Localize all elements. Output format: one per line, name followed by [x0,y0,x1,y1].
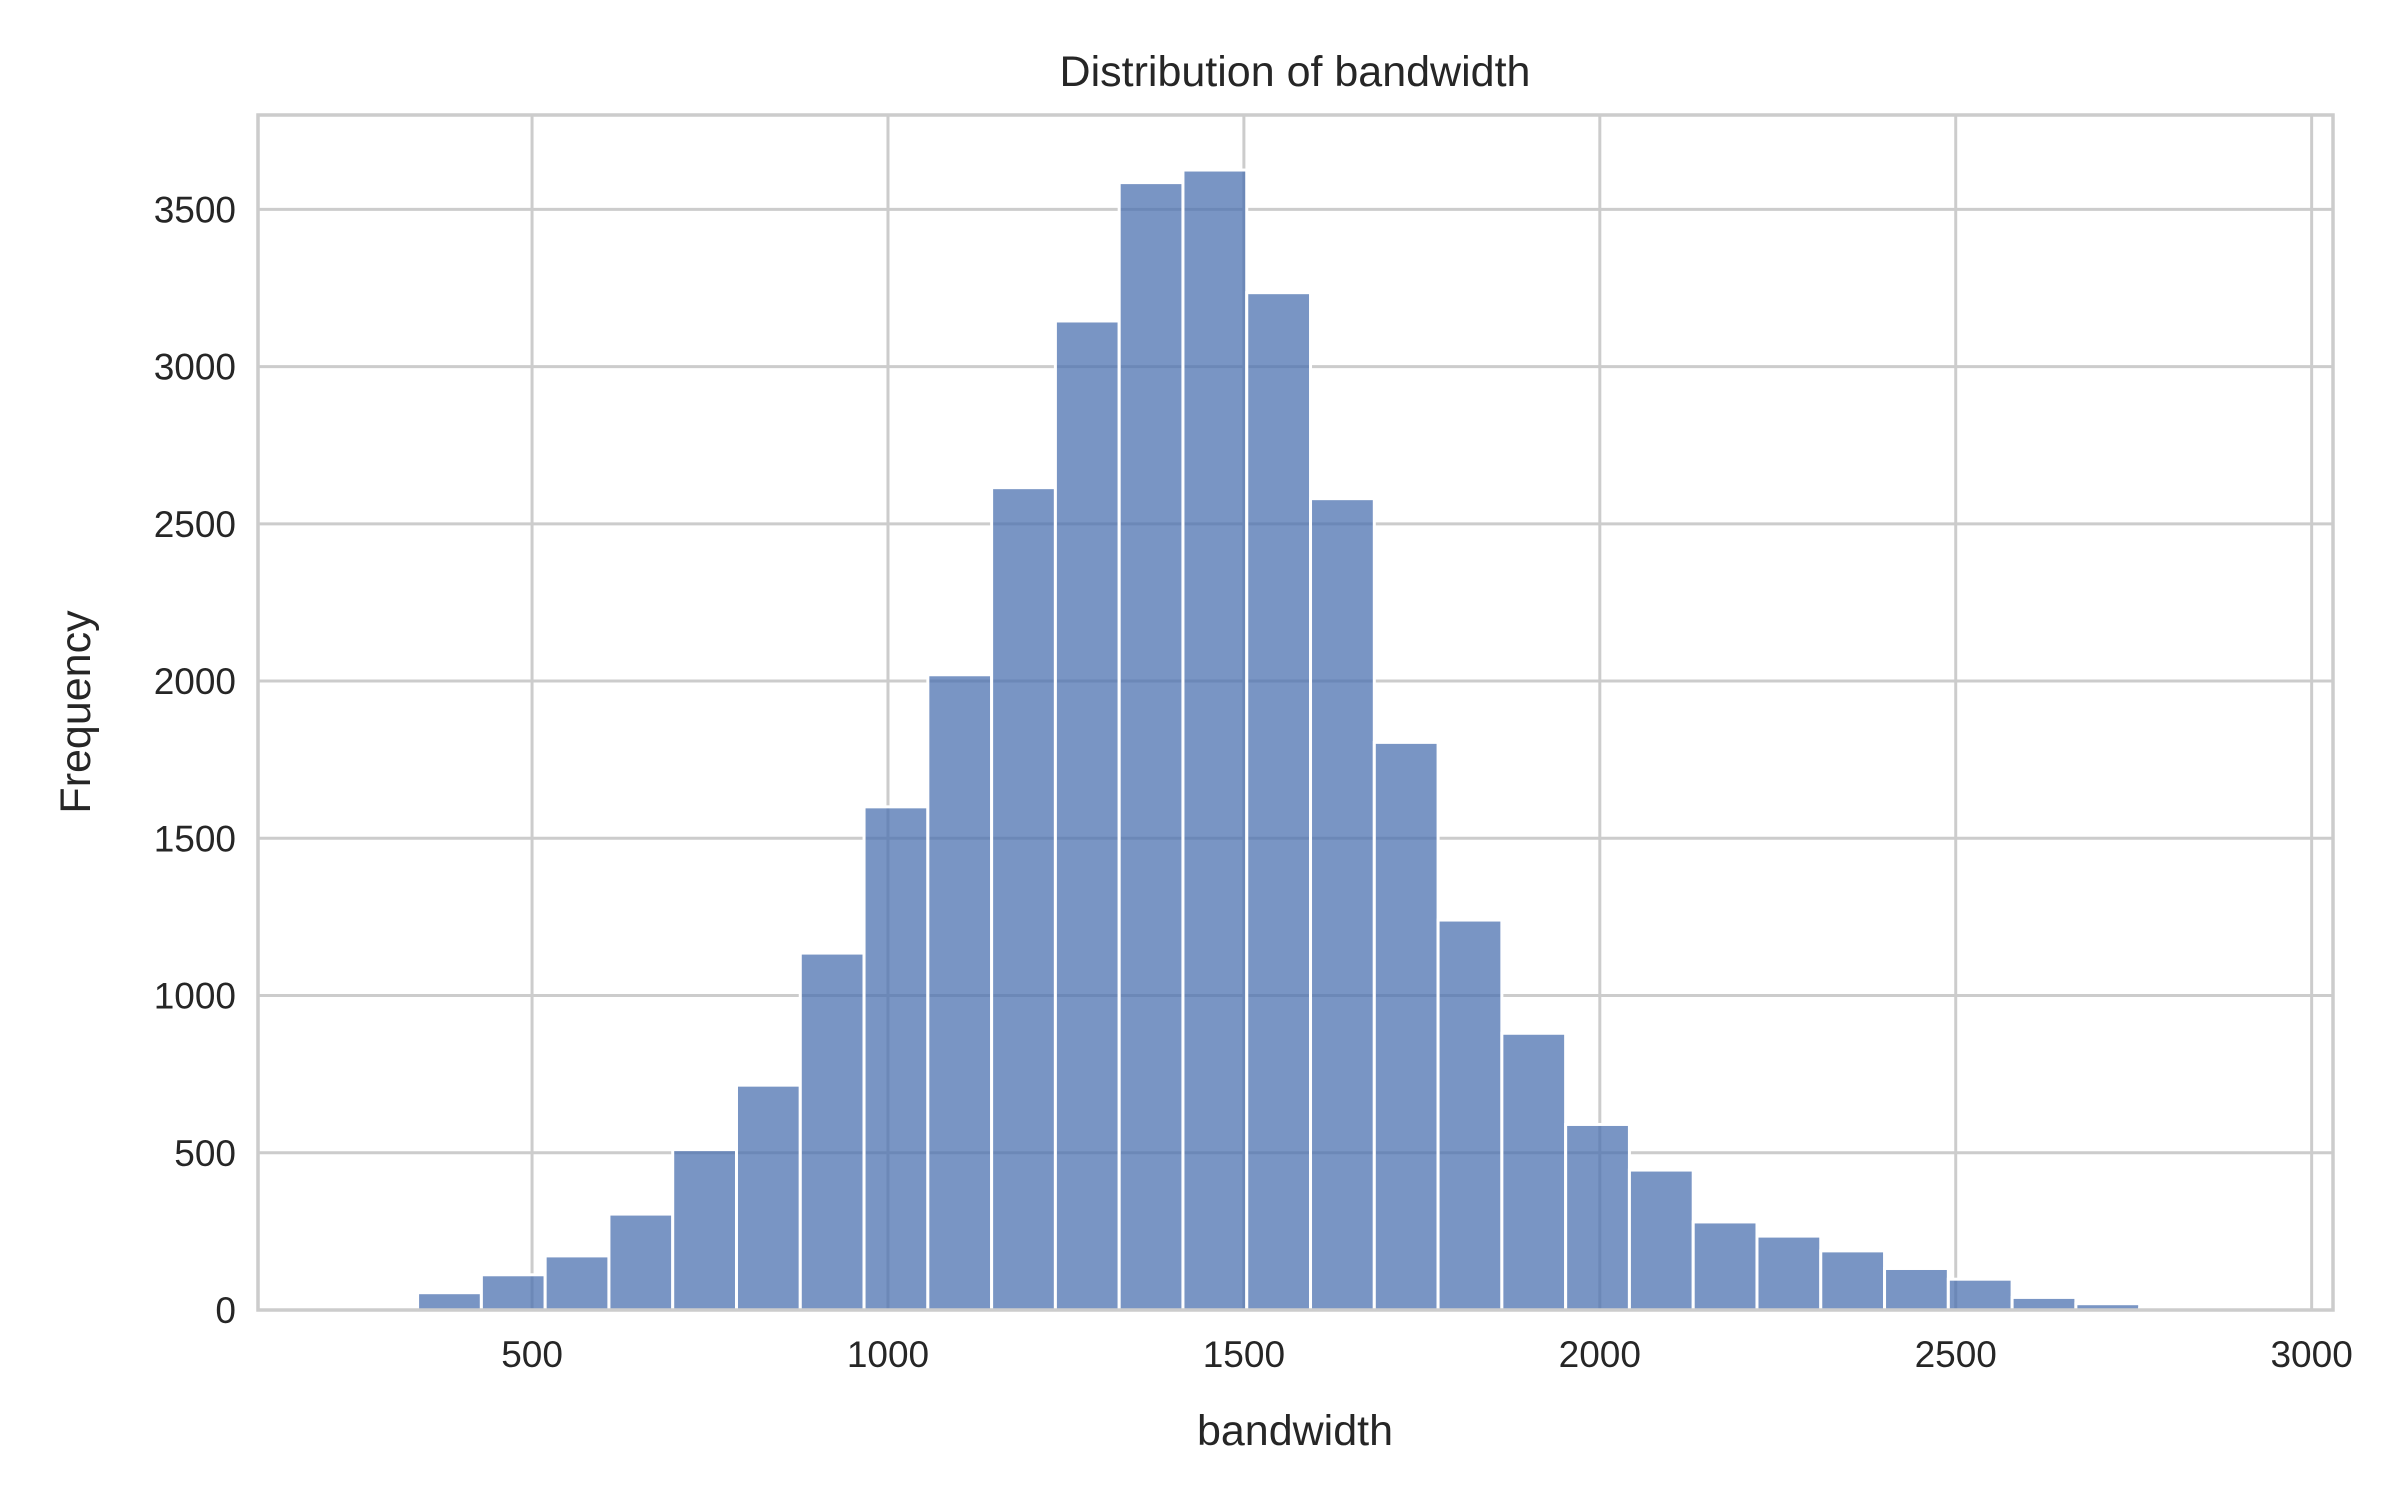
histogram-bar [1436,918,1504,1312]
histogram-bar [1691,1220,1759,1312]
y-tick-label: 2500 [154,504,236,545]
x-axis-label: bandwidth [1197,1407,1393,1455]
y-tick-label: 3500 [154,189,236,230]
histogram-bar [1117,181,1185,1312]
x-tick-label: 1000 [847,1334,929,1375]
plot-frame [256,113,2335,1312]
chart-title: Distribution of bandwidth [1060,48,1531,96]
bars [288,168,2269,1312]
histogram-bar [671,1148,738,1312]
x-tick-label: 500 [501,1334,563,1375]
y-tick-label: 1000 [154,976,236,1017]
histogram-bar [1372,740,1440,1312]
histogram-bar [1053,319,1121,1312]
y-axis-label: Frequency [52,610,100,814]
y-tick-label: 1500 [154,818,236,859]
histogram-bar [1181,168,1249,1312]
histogram-bar [1564,1122,1631,1312]
histogram-bar [734,1083,802,1312]
y-tick-label: 3000 [154,347,236,388]
histogram-bar [862,805,930,1312]
x-tick-label: 1500 [1203,1334,1285,1375]
histogram-bar [1245,291,1313,1312]
histogram-bar [926,673,994,1312]
histogram-bar [543,1254,611,1312]
histogram-bar [416,1291,483,1312]
histogram-bar [990,486,1057,1312]
histogram-bar [1500,1031,1568,1312]
histogram-bar [1946,1277,2014,1312]
histogram-bar [2010,1295,2078,1312]
x-tick-label: 3000 [2270,1334,2352,1375]
x-tick-labels: 500 1000 1500 2000 2500 3000 [501,1334,2353,1375]
histogram-bar [1883,1266,1950,1312]
histogram-bar [1627,1168,1695,1312]
y-tick-labels: 0 500 1000 1500 2000 2500 3000 3500 [154,189,236,1331]
histogram-bar [1309,497,1376,1312]
y-tick-label: 500 [174,1133,236,1174]
histogram-bar [1819,1249,1887,1312]
histogram-bar [1755,1234,1823,1312]
x-tick-label: 2000 [1559,1334,1641,1375]
y-tick-label: 2000 [154,661,236,702]
x-tick-label: 2500 [1915,1334,1997,1375]
histogram-bar [798,951,866,1312]
y-tick-label: 0 [215,1290,236,1331]
histogram-bar [607,1212,675,1312]
histogram-bar [479,1273,547,1312]
